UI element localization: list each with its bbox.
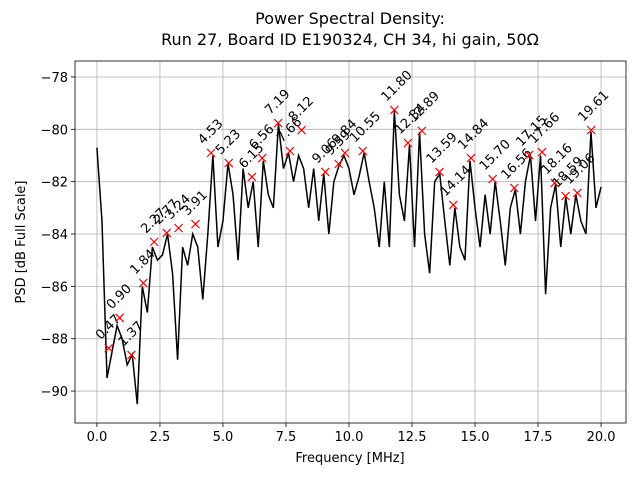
- peak-marker: [586, 125, 596, 135]
- peak-marker: [104, 343, 114, 353]
- peak-marker: [389, 105, 399, 115]
- chart-title: Power Spectral Density:: [255, 9, 445, 28]
- x-tick-label: 15.0: [461, 430, 490, 445]
- y-tick-label: −88: [41, 333, 68, 348]
- peak-marker: [524, 150, 534, 160]
- plot-frame: [74, 60, 627, 424]
- psd-line: [96, 110, 602, 405]
- peak-marker: [550, 178, 560, 188]
- peak-label: 14.84: [455, 116, 492, 153]
- peak-marker: [149, 237, 159, 247]
- peak-marker: [206, 148, 216, 158]
- peak-marker: [247, 172, 257, 182]
- peak-marker: [340, 148, 350, 158]
- y-axis-label: PSD [dB Full Scale]: [14, 180, 29, 303]
- peak-marker: [285, 146, 295, 156]
- peak-marker: [417, 126, 427, 136]
- peak-label: 3.91: [180, 188, 211, 219]
- x-tick-label: 17.5: [524, 430, 553, 445]
- peak-marker: [320, 167, 330, 177]
- peak-marker: [509, 183, 519, 193]
- peak-marker: [224, 158, 234, 168]
- peak-marker: [334, 159, 344, 169]
- y-tick-label: −80: [41, 123, 68, 138]
- x-tick-label: 20.0: [587, 430, 616, 445]
- peak-marker: [466, 153, 476, 163]
- x-tick-label: 2.5: [150, 430, 171, 445]
- peak-marker: [115, 313, 125, 323]
- peak-marker: [297, 125, 307, 135]
- x-tick-label: 0.0: [87, 430, 108, 445]
- x-tick-label: 7.5: [276, 430, 297, 445]
- y-tick-label: −84: [41, 228, 68, 243]
- peak-marker: [488, 174, 498, 184]
- x-tick-label: 5.0: [213, 430, 234, 445]
- y-tick-label: −82: [41, 176, 68, 191]
- peak-label: 19.61: [575, 88, 612, 125]
- peak-label: 11.80: [379, 68, 416, 105]
- peak-marker: [403, 138, 413, 148]
- peak-marker: [162, 228, 172, 238]
- peak-marker: [127, 350, 136, 360]
- y-tick-label: −90: [41, 385, 68, 400]
- peak-marker: [572, 188, 582, 198]
- peak-label: 13.59: [424, 130, 461, 167]
- y-tick-label: −86: [41, 280, 68, 295]
- peak-marker: [191, 219, 200, 229]
- peak-marker: [435, 167, 444, 177]
- peak-marker: [448, 200, 458, 210]
- peak-marker: [257, 153, 267, 163]
- x-tick-label: 12.5: [398, 430, 427, 445]
- peak-marker: [174, 223, 184, 233]
- peak-marker: [273, 118, 283, 128]
- chart-subtitle: Run 27, Board ID E190324, CH 34, hi gain…: [161, 30, 539, 49]
- x-axis-label: Frequency [MHz]: [295, 451, 404, 466]
- peak-marker: [358, 146, 368, 156]
- peak-marker: [537, 147, 547, 157]
- x-tick-label: 10.0: [335, 430, 364, 445]
- peak-marker: [561, 191, 570, 201]
- y-tick-label: −78: [41, 71, 68, 86]
- peak-marker: [138, 278, 148, 288]
